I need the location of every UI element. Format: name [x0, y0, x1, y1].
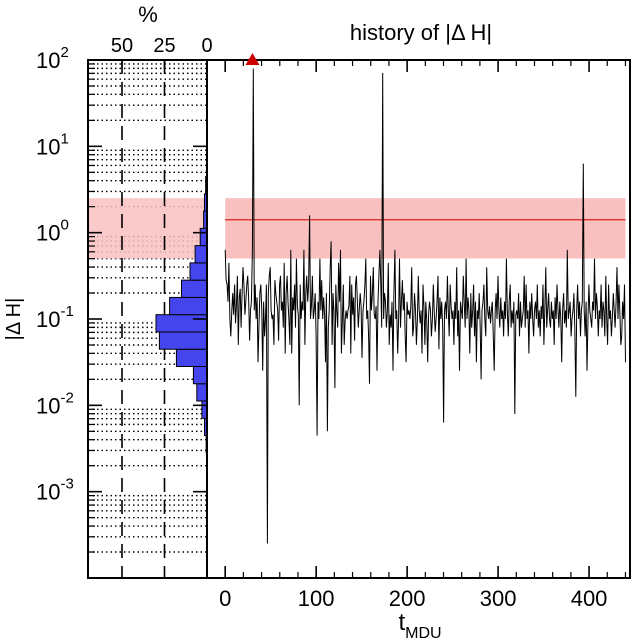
histogram-bar — [194, 245, 208, 264]
x-tick-label: 300 — [480, 586, 517, 611]
histogram-x-tick-label: 50 — [111, 35, 133, 57]
dashed-guides — [121, 60, 166, 578]
range-band — [88, 198, 207, 259]
histogram-bar — [189, 262, 208, 281]
x-tick-label: 0 — [219, 586, 231, 611]
histogram-x-ticks: 50 25 0 — [111, 35, 213, 68]
y-tick-label: 101 — [36, 130, 69, 159]
x-tick-label: 100 — [298, 586, 335, 611]
hist-range-band — [88, 198, 207, 259]
history-frame — [206, 59, 631, 579]
history-x-ticks: 0 100 200 300 400 — [219, 60, 627, 611]
y-tick-label: 10-2 — [36, 389, 74, 418]
histogram-bar — [192, 365, 208, 385]
x-tick-label: 400 — [571, 586, 608, 611]
histogram-x-tick-label: 25 — [153, 35, 175, 57]
histogram-y-ticks: 10-3 10-2 10-1 100 101 102 — [36, 44, 207, 579]
histogram-bar — [199, 227, 208, 247]
y-tick-label: 10-1 — [36, 303, 74, 332]
x-axis-label: tMDU — [398, 609, 441, 642]
histogram-title: % — [138, 2, 158, 27]
y-tick-label: 100 — [36, 217, 69, 246]
y-tick-label: 102 — [36, 44, 69, 73]
histogram-panel: 50 25 0 10-3 10-2 10-1 100 101 102 % |Δ H| — [3, 2, 213, 579]
histogram-bar — [169, 296, 208, 316]
x-axis-label-main: t — [398, 609, 405, 636]
y-axis-label: |Δ H| — [3, 298, 25, 341]
histogram-bars — [155, 176, 208, 454]
histogram-bar — [181, 279, 208, 298]
histogram-bar — [196, 383, 208, 402]
y-tick-label: 10-3 — [36, 476, 74, 505]
histogram-x-tick-label: 0 — [201, 35, 212, 57]
chart-title: history of |Δ H| — [350, 20, 492, 45]
x-tick-label: 200 — [389, 586, 426, 611]
peak-marker — [245, 53, 260, 65]
series-line-delta-h — [224, 68, 626, 544]
histogram-bar — [175, 348, 208, 367]
x-axis-label-sub: MDU — [405, 625, 441, 642]
histogram-bar — [158, 331, 208, 350]
range-band — [225, 198, 626, 259]
histogram-bar — [155, 314, 208, 333]
history-panel: 0 100 200 300 400 history of |Δ H| tMDU — [206, 20, 631, 642]
